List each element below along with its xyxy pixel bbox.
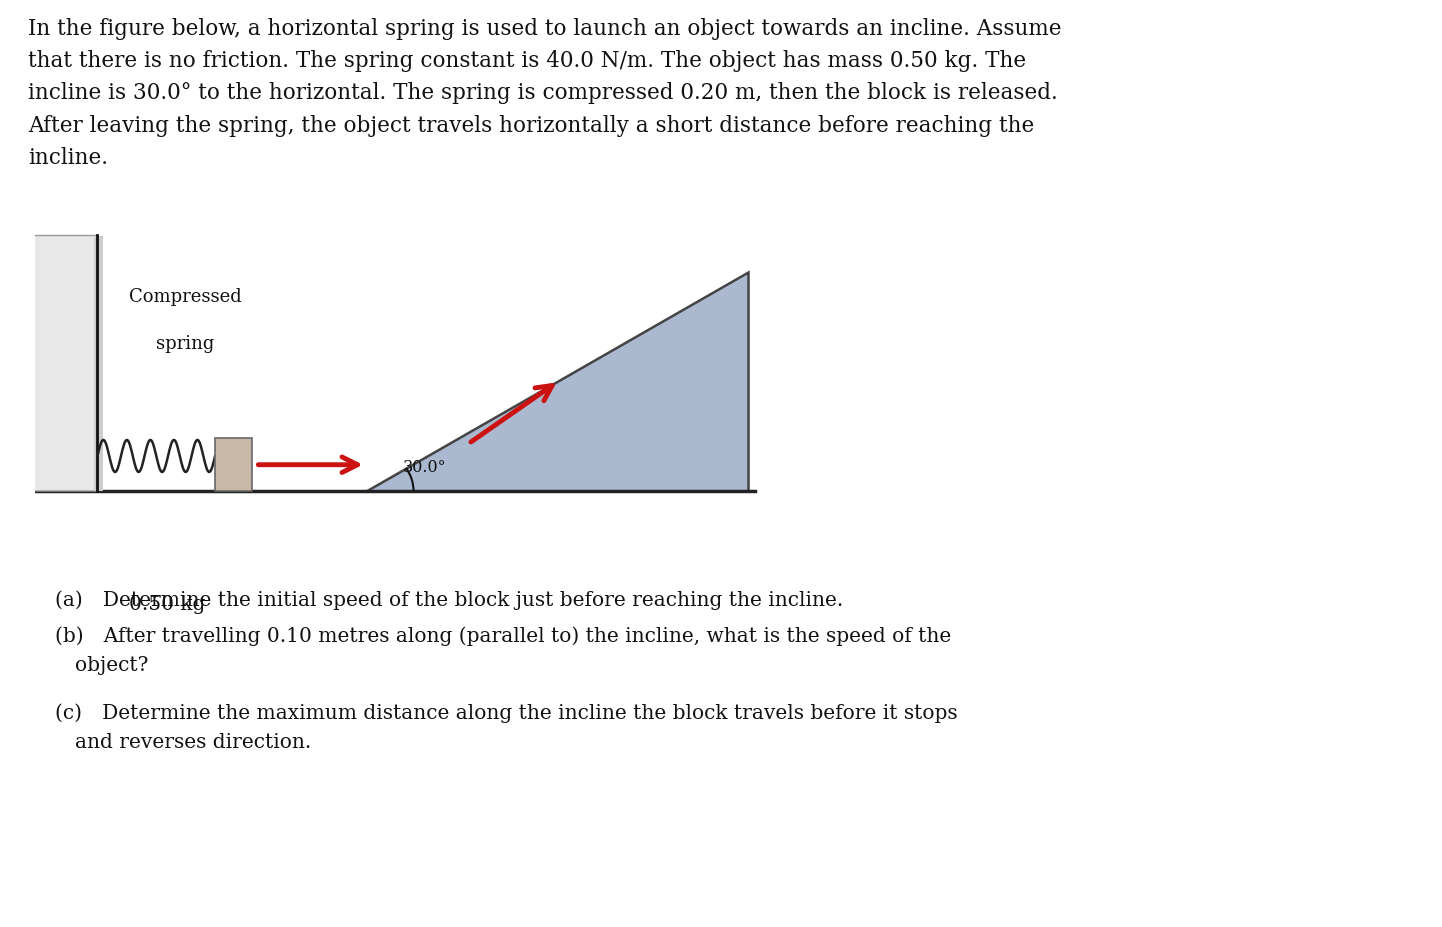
- Text: (c) Determine the maximum distance along the incline the block travels before it: (c) Determine the maximum distance along…: [55, 703, 957, 722]
- Polygon shape: [366, 273, 748, 491]
- Text: (a) Determine the initial speed of the block just before reaching the incline.: (a) Determine the initial speed of the b…: [55, 590, 844, 609]
- Text: spring: spring: [157, 335, 215, 352]
- Bar: [94, 236, 102, 491]
- Text: and reverses direction.: and reverses direction.: [75, 732, 311, 751]
- Bar: [215, 439, 252, 491]
- FancyBboxPatch shape: [0, 236, 98, 491]
- Text: (b) After travelling 0.10 metres along (parallel to) the incline, what is the sp: (b) After travelling 0.10 metres along (…: [55, 626, 952, 645]
- Text: 0.50 kg: 0.50 kg: [130, 594, 206, 614]
- Text: Compressed: Compressed: [130, 287, 242, 305]
- Text: In the figure below, a horizontal spring is used to launch an object towards an : In the figure below, a horizontal spring…: [27, 18, 1061, 169]
- Text: object?: object?: [75, 655, 149, 674]
- Bar: [0, 236, 25, 491]
- Text: 30.0°: 30.0°: [402, 459, 446, 476]
